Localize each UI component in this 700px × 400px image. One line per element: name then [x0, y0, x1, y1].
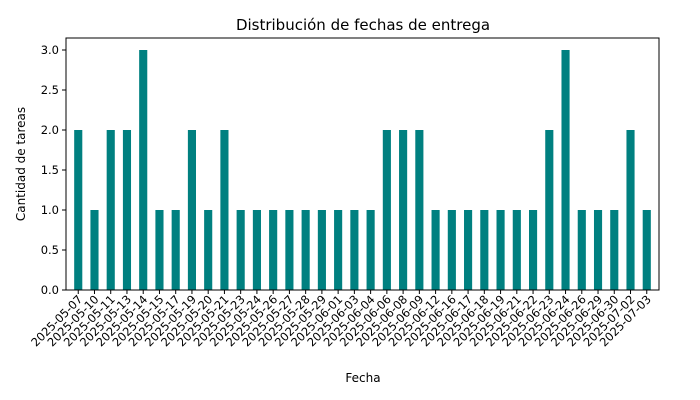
bar-2025-06-17 [464, 210, 473, 290]
bar-2025-05-28 [301, 210, 310, 290]
y-axis-ticks: 0.0 0.5 1.0 1.5 2.0 2.5 3.0 [41, 43, 66, 297]
bar-2025-06-08 [399, 130, 408, 290]
bar-2025-06-24 [561, 50, 570, 290]
bar-2025-05-19 [187, 130, 196, 290]
y-tick-label: 0.0 [41, 283, 59, 297]
y-tick-label: 1.5 [41, 163, 59, 177]
bar-2025-06-19 [496, 210, 505, 290]
bar-2025-06-09 [415, 130, 424, 290]
bar-2025-05-20 [204, 210, 213, 290]
bars-group [74, 50, 651, 290]
bar-2025-05-14 [139, 50, 148, 290]
bar-2025-06-22 [529, 210, 538, 290]
bar-2025-05-23 [236, 210, 245, 290]
bar-2025-06-12 [431, 210, 440, 290]
bar-2025-05-13 [122, 130, 132, 290]
y-tick-label: 2.0 [41, 123, 59, 137]
bar-2025-05-27 [285, 210, 294, 290]
bar-2025-05-29 [317, 210, 326, 290]
chart-title: Distribución de fechas de entrega [236, 16, 490, 34]
bar-2025-05-26 [269, 210, 278, 290]
bar-2025-05-10 [90, 210, 99, 290]
bar-2025-06-18 [480, 210, 489, 290]
plot-area-frame [65, 37, 660, 291]
bar-2025-06-23 [545, 130, 554, 290]
bar-2025-06-04 [366, 210, 375, 290]
bar-2025-05-24 [252, 210, 261, 290]
bar-2025-05-15 [155, 210, 164, 290]
bar-2025-05-17 [171, 210, 180, 290]
bar-2025-05-11 [106, 130, 115, 290]
bar-2025-05-21 [220, 130, 229, 290]
bar-2025-06-03 [350, 210, 359, 290]
bar-2025-05-07 [74, 130, 83, 290]
bar-2025-06-16 [447, 210, 456, 290]
x-axis-ticks: 2025-05-072025-05-102025-05-112025-05-13… [28, 290, 654, 349]
bar-2025-06-30 [610, 210, 619, 290]
bar-2025-06-26 [577, 210, 586, 290]
bar-2025-07-02 [626, 130, 635, 290]
bar-2025-06-01 [334, 210, 343, 290]
y-tick-label: 0.5 [41, 243, 59, 257]
bar-2025-06-06 [382, 130, 391, 290]
bar-2025-06-21 [512, 210, 521, 290]
bar-2025-07-03 [642, 210, 651, 290]
x-axis-label: Fecha [345, 371, 380, 385]
bar-2025-06-29 [593, 210, 603, 290]
y-axis-label: Cantidad de tareas [14, 107, 28, 221]
y-tick-label: 3.0 [41, 43, 59, 57]
y-tick-label: 1.0 [41, 203, 59, 217]
y-tick-label: 2.5 [41, 83, 59, 97]
